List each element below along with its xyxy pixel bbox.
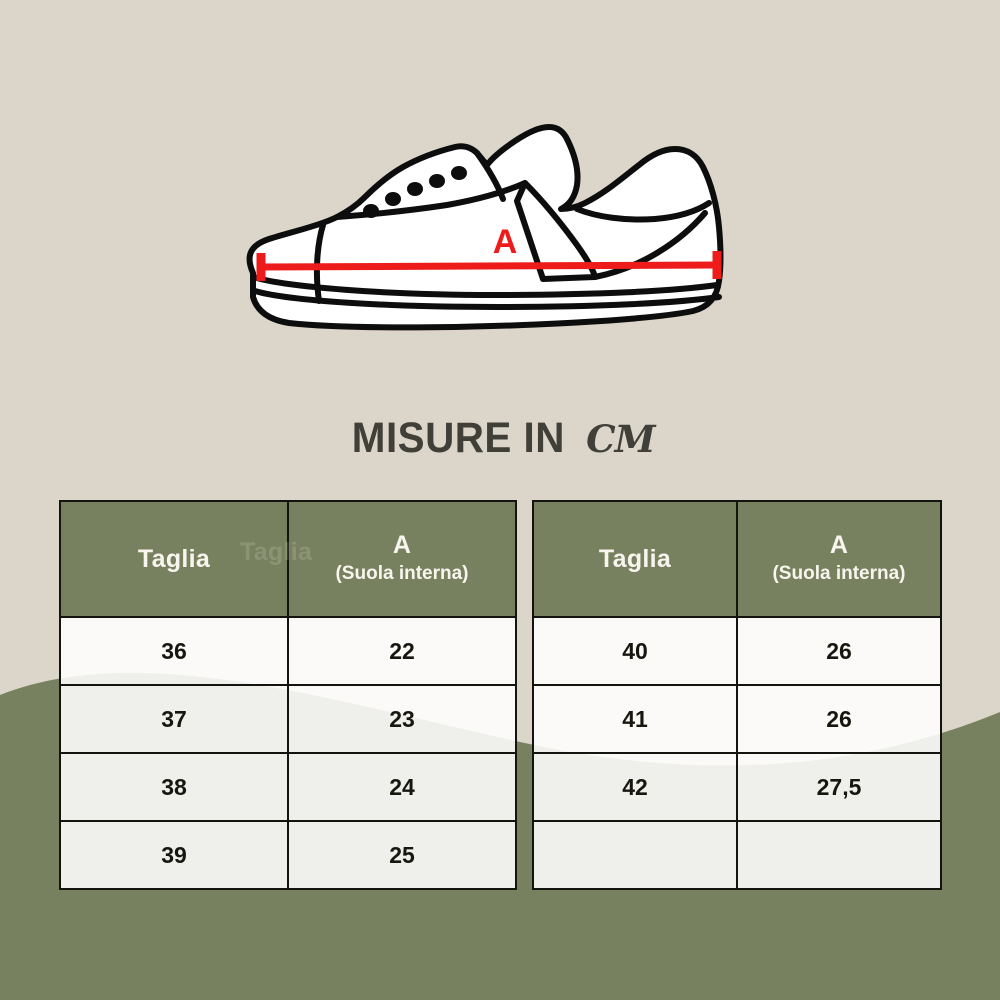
cell-measure: 26 xyxy=(736,684,942,754)
cell-measure: 24 xyxy=(287,752,517,822)
header-label: A xyxy=(829,531,849,560)
header-label: A xyxy=(392,531,412,560)
measure-label-a: A xyxy=(493,223,518,261)
cell-measure: 27,5 xyxy=(736,752,942,822)
page-title: MISURE IN CM xyxy=(0,414,1000,463)
table-row: 38 24 xyxy=(59,752,517,822)
shoe-illustration: A xyxy=(225,105,755,345)
cell-size xyxy=(532,820,738,890)
header-label: Taglia xyxy=(137,544,211,573)
cell-measure: 22 xyxy=(287,616,517,686)
cell-size: 40 xyxy=(532,616,738,686)
table-header-row: Taglia A (Suola interna) xyxy=(59,500,517,618)
table-row: 36 22 xyxy=(59,616,517,686)
header-label: Taglia xyxy=(598,544,672,573)
cell-size: 37 xyxy=(59,684,289,754)
cell-size: 42 xyxy=(532,752,738,822)
cell-measure: 23 xyxy=(287,684,517,754)
table-row: 37 23 xyxy=(59,684,517,754)
table-row: 39 25 xyxy=(59,820,517,890)
header-cell-taglia: Taglia xyxy=(532,500,738,618)
header-cell-a: A (Suola interna) xyxy=(736,500,942,618)
title-unit-text: CM xyxy=(586,416,655,461)
table-row-empty xyxy=(532,820,942,890)
header-cell-a: A (Suola interna) xyxy=(287,500,517,618)
header-cell-taglia: Taglia xyxy=(59,500,289,618)
size-table-right: Taglia A (Suola interna) 40 26 41 26 42 … xyxy=(532,500,942,890)
cell-measure: 25 xyxy=(287,820,517,890)
cell-size: 39 xyxy=(59,820,289,890)
header-sublabel: (Suola interna) xyxy=(335,563,469,585)
lace-eyelets xyxy=(363,166,467,218)
measurement-line-a xyxy=(256,251,722,281)
table-row: 40 26 xyxy=(532,616,942,686)
table-row: 41 26 xyxy=(532,684,942,754)
cell-size: 36 xyxy=(59,616,289,686)
table-header-row: Taglia A (Suola interna) xyxy=(532,500,942,618)
cell-size: 41 xyxy=(532,684,738,754)
cell-measure xyxy=(736,820,942,890)
cell-measure: 26 xyxy=(736,616,942,686)
size-table-left: Taglia A (Suola interna) 36 22 37 23 38 … xyxy=(59,500,517,890)
header-sublabel: (Suola interna) xyxy=(772,563,906,585)
title-main-text: MISURE IN xyxy=(352,414,566,462)
cell-size: 38 xyxy=(59,752,289,822)
table-row: 42 27,5 xyxy=(532,752,942,822)
